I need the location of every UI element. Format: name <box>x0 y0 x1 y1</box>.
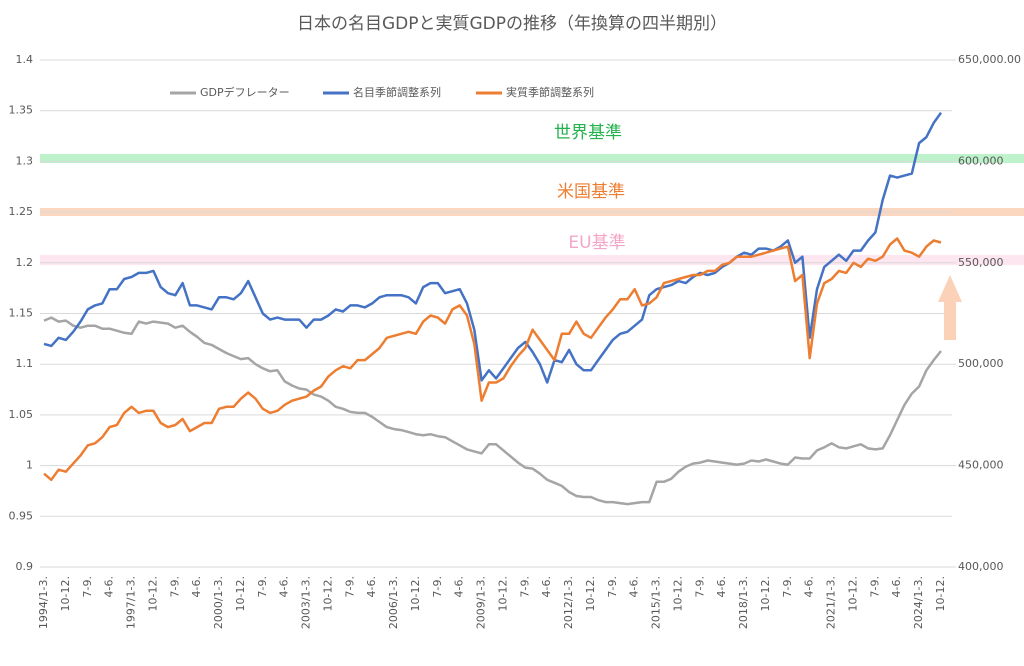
x-tick-label: 7-9. <box>518 576 531 597</box>
chart-title: 日本の名目GDPと実質GDPの推移（年換算の四半期別） <box>297 14 727 34</box>
legend-label: GDPデフレーター <box>200 85 290 99</box>
x-tick-label: 7-9. <box>81 576 94 597</box>
y2-tick-label: 650,000.00 <box>958 53 1021 66</box>
x-tick-label: 4-6. <box>540 576 553 597</box>
y-tick-label: 1 <box>26 459 33 472</box>
x-tick-label: 2009/1-3. <box>475 576 488 629</box>
y-tick-label: 1.3 <box>16 154 34 167</box>
annotation: 米国基準 <box>557 182 625 202</box>
x-tick-label: 10-12. <box>934 576 947 611</box>
y2-tick-label: 550,000 <box>958 256 1004 269</box>
x-tick-label: 4-6. <box>890 576 903 597</box>
y-tick-label: 1.05 <box>9 408 34 421</box>
eu-band <box>40 255 1024 265</box>
series-line <box>43 237 942 482</box>
annotation: 世界基準 <box>554 123 622 143</box>
y-tick-label: 1.2 <box>16 256 34 269</box>
y-tick-label: 1.35 <box>9 104 34 117</box>
y2-tick-label: 500,000 <box>958 357 1004 370</box>
x-tick-label: 1994/1-3. <box>37 576 50 629</box>
y-tick-label: 1.4 <box>16 53 34 66</box>
x-tick-label: 10-12. <box>584 576 597 611</box>
annotation: EU基準 <box>568 233 625 253</box>
x-tick-label: 10-12. <box>409 576 422 611</box>
x-tick-label: 10-12. <box>759 576 772 611</box>
x-tick-label: 7-9. <box>343 576 356 597</box>
grid <box>40 59 952 568</box>
arrow <box>938 275 962 340</box>
y-tick-label: 1.1 <box>16 357 34 370</box>
y2-tick-label: 600,000 <box>958 154 1004 167</box>
x-tick-label: 4-6. <box>803 576 816 597</box>
x-tick-label: 4-6. <box>190 576 203 597</box>
world-band <box>40 154 1024 163</box>
x-tick-label: 2015/1-3. <box>650 576 663 629</box>
x-tick-label: 2012/1-3. <box>562 576 575 629</box>
x-tick-label: 2018/1-3. <box>737 576 750 629</box>
x-tick-label: 10-12. <box>496 576 509 611</box>
x-tick-label: 7-9. <box>781 576 794 597</box>
x-tick-label: 4-6. <box>453 576 466 597</box>
x-tick-label: 7-9. <box>431 576 444 597</box>
x-tick-label: 4-6. <box>365 576 378 597</box>
x-tick-label: 2003/1-3. <box>300 576 313 629</box>
x-tick-label: 2024/1-3. <box>912 576 925 629</box>
x-tick-label: 10-12. <box>59 576 72 611</box>
x-tick-label: 2000/1-3. <box>212 576 225 629</box>
x-tick-label: 7-9. <box>168 576 181 597</box>
series-line <box>43 111 943 384</box>
x-tick-label: 1997/1-3. <box>125 576 138 629</box>
x-tick-label: 7-9. <box>256 576 269 597</box>
y2-tick-label: 450,000 <box>958 459 1004 472</box>
x-tick-label: 4-6. <box>715 576 728 597</box>
x-tick-label: 7-9. <box>606 576 619 597</box>
x-tick-label: 4-6. <box>628 576 641 597</box>
x-tick-label: 10-12. <box>321 576 334 611</box>
x-tick-label: 10-12. <box>846 576 859 611</box>
x-tick-label: 2006/1-3. <box>387 576 400 629</box>
x-tick-label: 4-6. <box>278 576 291 597</box>
y-tick-label: 0.95 <box>9 509 34 522</box>
x-tick-label: 7-9. <box>868 576 881 597</box>
x-tick-label: 10-12. <box>234 576 247 611</box>
x-tick-label: 10-12. <box>671 576 684 611</box>
y-tick-label: 1.25 <box>9 205 34 218</box>
x-tick-label: 10-12. <box>146 576 159 611</box>
legend-label: 名目季節調整系列 <box>353 85 441 99</box>
legend-label: 実質季節調整系列 <box>506 85 594 99</box>
x-tick-label: 4-6. <box>103 576 116 597</box>
series-line <box>43 316 942 506</box>
x-tick-label: 7-9. <box>693 576 706 597</box>
y-tick-label: 0.9 <box>16 560 34 573</box>
x-tick-label: 2021/1-3. <box>825 576 838 629</box>
y2-tick-label: 400,000 <box>958 560 1004 573</box>
y-tick-label: 1.15 <box>9 307 34 320</box>
